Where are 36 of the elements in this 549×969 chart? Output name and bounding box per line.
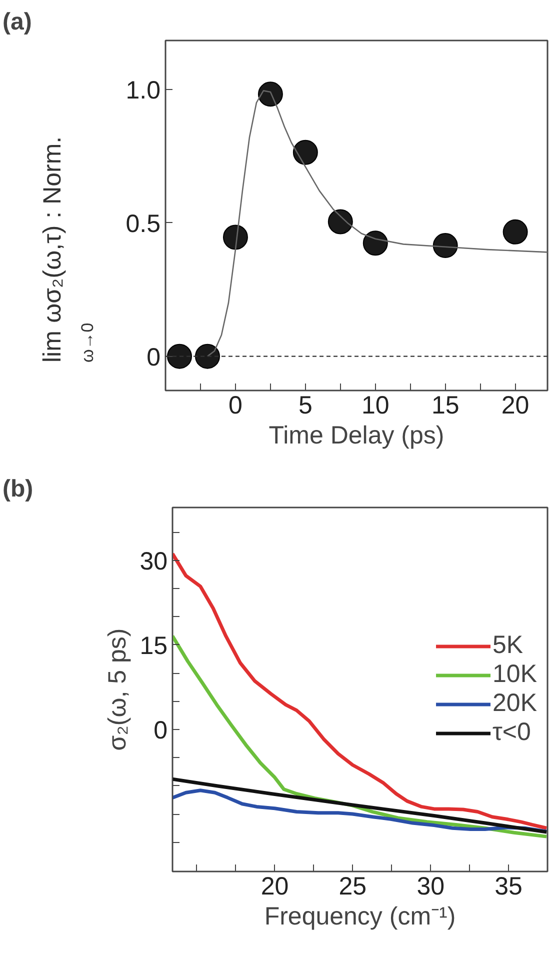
y-tick-label: 1.0 xyxy=(126,76,161,104)
x-tick-label: 30 xyxy=(416,872,445,900)
x-tick-label: 20 xyxy=(501,392,530,420)
x-axis-title: Frequency (cm⁻¹) xyxy=(264,902,456,930)
x-tick-label: 5 xyxy=(298,392,312,420)
point xyxy=(328,209,353,234)
y-tick-label: 0 xyxy=(154,716,168,745)
y-tick-label: 15 xyxy=(140,632,168,660)
y-tick-label: 0.5 xyxy=(126,210,161,238)
point xyxy=(258,82,283,107)
line-series xyxy=(172,552,548,830)
x-tick-label: 10 xyxy=(361,392,390,420)
point xyxy=(166,344,192,369)
x-tick-label: 0 xyxy=(228,392,242,420)
x-tick-label: 15 xyxy=(431,392,460,420)
chart-title: (a) xyxy=(2,8,32,36)
y-axis-title: limω→0 ωσ₂(ω,τ) : Norm. xyxy=(38,136,97,362)
legend-label: 10K xyxy=(492,660,537,689)
legend-label: τ<0 xyxy=(492,718,531,747)
point xyxy=(362,230,388,256)
x-tick-label: 20 xyxy=(260,872,289,900)
legend-label: 5K xyxy=(492,631,524,660)
x-axis-title: Time Delay (ps) xyxy=(268,422,444,450)
legend-label: 20K xyxy=(492,689,537,718)
point xyxy=(292,140,318,165)
x-tick-label: 25 xyxy=(338,872,367,900)
y-tick-label: 0 xyxy=(146,343,160,372)
x-tick-label: 35 xyxy=(494,872,522,900)
point xyxy=(502,219,528,244)
line-series xyxy=(172,777,548,834)
chart-title: (b) xyxy=(2,476,34,502)
y-axis-title: σ₂(ω, 5 ps) xyxy=(104,628,132,751)
point xyxy=(432,233,458,258)
point xyxy=(222,224,248,250)
point xyxy=(194,344,220,369)
y-tick-label: 30 xyxy=(140,547,168,576)
